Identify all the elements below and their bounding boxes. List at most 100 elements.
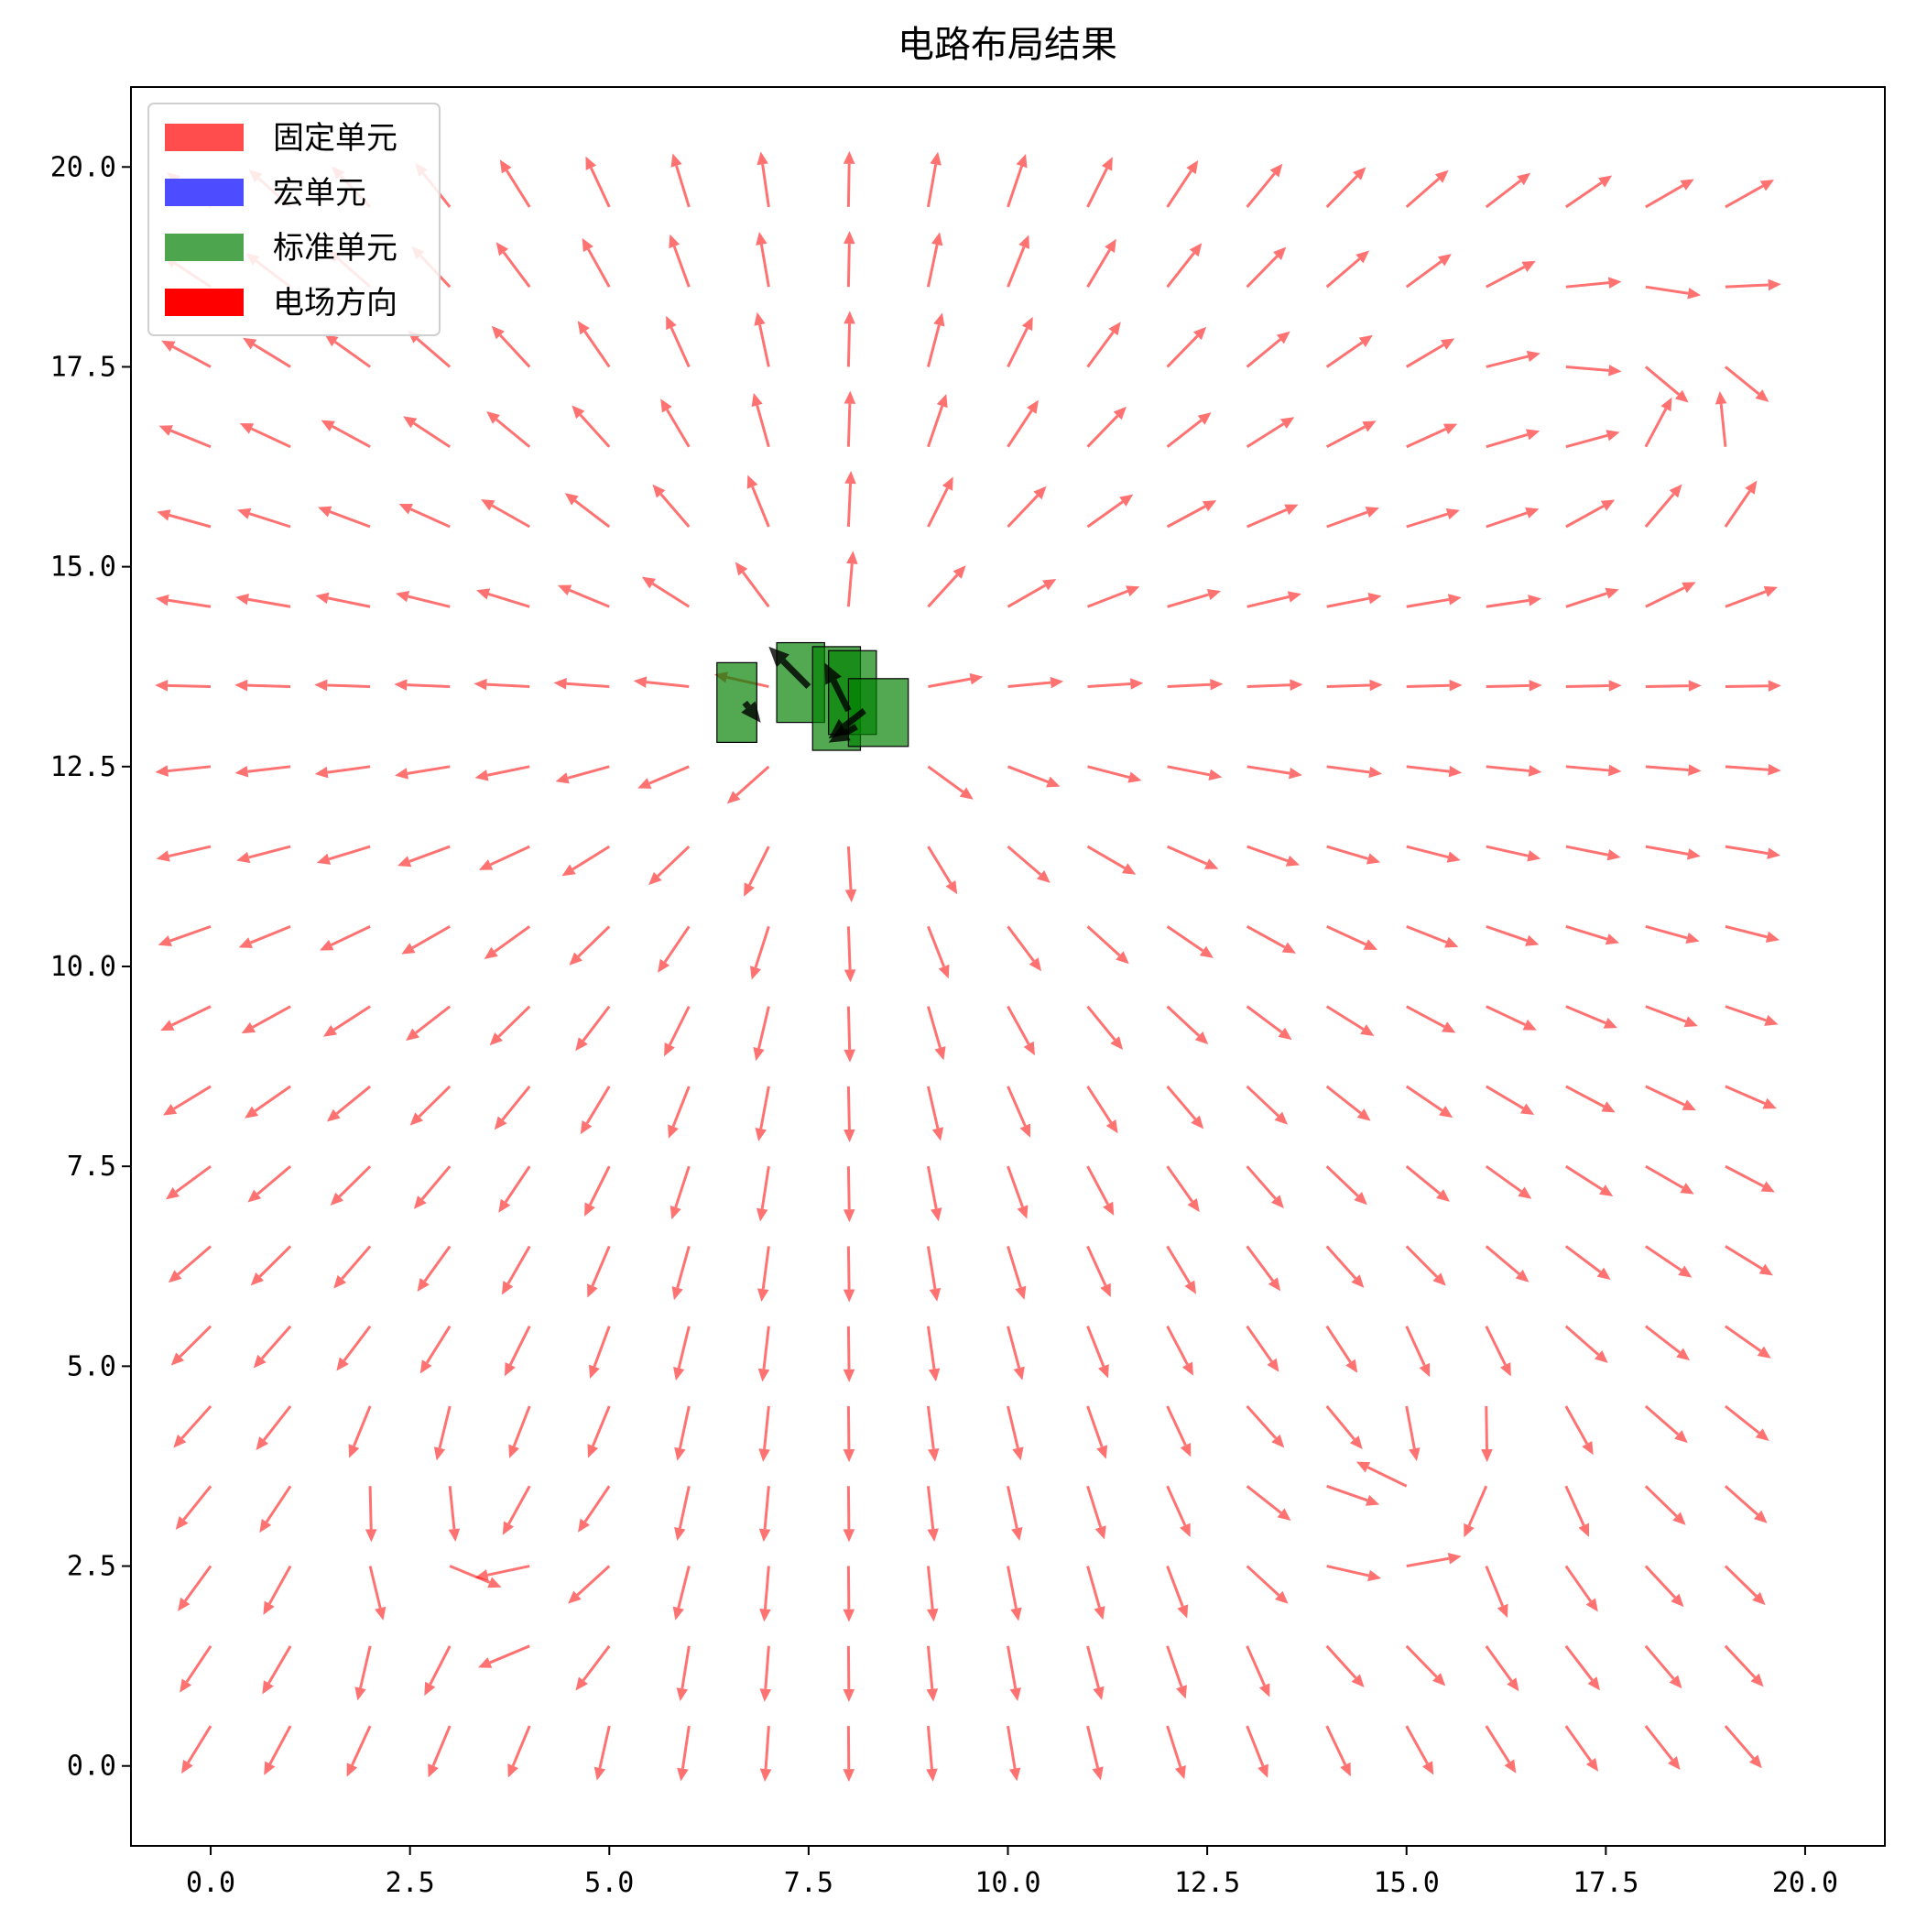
field-arrow (1326, 593, 1382, 608)
field-arrow (1166, 500, 1217, 529)
field-arrow (1086, 925, 1129, 965)
field-arrow (1166, 326, 1207, 368)
field-arrow (676, 1645, 691, 1702)
legend-label: 宏单元 (273, 175, 366, 212)
field-arrow (368, 1566, 386, 1621)
field-arrow (1644, 1404, 1688, 1444)
field-arrow (1406, 924, 1459, 948)
field-arrow (1565, 499, 1616, 529)
field-arrow (178, 1565, 212, 1611)
field-arrow (1715, 390, 1727, 447)
field-arrow (253, 1325, 292, 1369)
field-arrow (1007, 235, 1029, 288)
field-arrow (1246, 925, 1297, 954)
field-arrow (1645, 179, 1694, 209)
field-arrow (759, 1725, 772, 1783)
field-arrow (577, 1485, 611, 1533)
field-arrow (1246, 765, 1302, 780)
legend-swatch (165, 124, 244, 151)
field-arrow (239, 423, 291, 449)
field-arrow (674, 1405, 691, 1461)
field-arrow (927, 765, 974, 800)
field-arrow (744, 846, 770, 897)
field-arrow (1087, 585, 1140, 608)
field-arrow (1246, 1005, 1292, 1041)
field-arrow (670, 153, 691, 208)
field-arrow (749, 925, 770, 980)
field-arrow (1724, 366, 1769, 402)
field-arrow (1007, 925, 1042, 972)
field-arrow (648, 846, 691, 886)
field-arrow (1725, 1005, 1779, 1026)
field-arrow (1564, 1485, 1590, 1537)
field-arrow (1326, 507, 1379, 529)
field-arrow (1565, 764, 1622, 777)
field-arrow (1486, 350, 1540, 368)
field-arrow (158, 924, 212, 947)
field-arrow (165, 1164, 212, 1200)
field-arrow (1246, 1725, 1268, 1778)
x-axis: 0.0 2.5 5.0 7.5 10.0 12.5 15.0 17.5 20.0 (186, 1846, 1838, 1899)
field-arrow (170, 1325, 212, 1366)
field-arrow (1246, 1165, 1284, 1209)
field-arrow (449, 1565, 502, 1588)
field-arrow (234, 679, 291, 692)
field-arrow (757, 1326, 770, 1382)
field-arrows (155, 150, 1781, 1783)
field-arrow (1246, 1405, 1285, 1448)
field-arrow (324, 334, 372, 368)
field-arrow (1485, 1725, 1517, 1774)
field-arrow (1325, 250, 1370, 289)
field-arrow (1725, 278, 1781, 291)
field-arrow (1007, 1725, 1021, 1782)
field-arrow (1486, 1005, 1537, 1031)
field-arrow (1246, 845, 1301, 867)
field-arrow (677, 1725, 691, 1782)
field-arrow (156, 845, 212, 862)
field-arrow (1725, 845, 1781, 859)
field-arrow (926, 1566, 939, 1622)
field-arrow (1405, 1245, 1446, 1286)
field-arrow (1325, 334, 1373, 368)
field-arrow (250, 1245, 292, 1286)
field-arrow (668, 1086, 691, 1139)
field-arrow (1166, 1165, 1200, 1213)
field-arrow (1246, 1085, 1289, 1125)
field-arrow (320, 925, 371, 951)
y-tick-label: 7.5 (67, 1151, 116, 1183)
field-arrow (1325, 1725, 1351, 1777)
field-arrow (428, 1725, 452, 1778)
field-arrow (927, 393, 948, 448)
field-arrow (155, 680, 212, 692)
field-arrow (507, 1725, 531, 1778)
field-arrow (1007, 1645, 1021, 1701)
field-arrow (1565, 845, 1621, 861)
field-arrow (409, 1085, 452, 1126)
field-arrow (926, 1725, 938, 1782)
field-arrow (1246, 1645, 1270, 1697)
field-arrow (1644, 1725, 1681, 1771)
field-arrow (158, 425, 212, 449)
field-arrow (1166, 412, 1212, 448)
field-arrow (927, 925, 950, 979)
field-arrow (575, 1005, 611, 1052)
field-arrow (582, 237, 611, 288)
legend-swatch (165, 234, 244, 261)
field-arrow (660, 398, 691, 448)
field-arrow (672, 1566, 691, 1621)
field-arrow (1326, 1565, 1382, 1582)
field-arrow (1724, 480, 1758, 528)
field-arrow (1086, 494, 1134, 529)
field-arrow (673, 1326, 691, 1381)
field-arrow (844, 390, 856, 447)
field-arrow (757, 1246, 770, 1303)
field-arrow (1086, 1326, 1109, 1379)
x-tick-label: 10.0 (974, 1867, 1040, 1899)
field-arrow (1166, 1085, 1204, 1130)
field-arrow (641, 576, 691, 608)
field-arrow (746, 475, 770, 528)
field-arrow (403, 416, 452, 448)
legend-box (147, 103, 441, 336)
field-arrow (843, 150, 855, 207)
